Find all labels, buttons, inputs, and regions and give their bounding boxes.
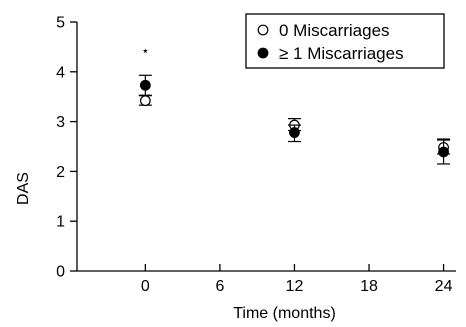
data-point-filled-circle	[438, 146, 449, 158]
x-axis-title: Time (months)	[233, 305, 336, 322]
legend-label-0-miscarriages: 0 Miscarriages	[279, 21, 390, 40]
x-tick-label: 6	[215, 278, 224, 295]
y-ticks: 0 1 2 3 4 5	[56, 15, 77, 281]
annotations: ⋆	[141, 44, 149, 59]
legend-box	[245, 13, 445, 69]
y-axis-title: DAS	[15, 172, 32, 205]
data-point-filled-circle	[139, 79, 151, 91]
y-tick-label: 3	[56, 114, 65, 131]
significance-star: ⋆	[141, 44, 149, 59]
legend-marker-open-circle	[257, 24, 269, 36]
data-point-open-circle	[139, 95, 151, 107]
plot-marks	[138, 74, 451, 165]
series-1-plus-miscarriages	[138, 74, 451, 165]
y-tick-label: 4	[56, 64, 65, 81]
x-tick-label: 18	[360, 278, 378, 295]
y-tick-label: 1	[56, 214, 65, 231]
data-point-filled-circle	[289, 127, 300, 138]
legend: 0 Miscarriages ≥ 1 Miscarriages	[245, 13, 445, 69]
x-ticks: 0 6 12 18 24	[141, 264, 453, 295]
y-tick-label: 5	[56, 15, 65, 32]
x-tick-label: 24	[435, 278, 453, 295]
y-tick-label: 2	[56, 164, 65, 181]
legend-label-1-plus-miscarriages: ≥ 1 Miscarriages	[279, 44, 404, 63]
x-tick-label: 12	[286, 278, 304, 295]
x-tick-label: 0	[141, 278, 150, 295]
axes	[76, 22, 456, 272]
y-tick-label: 0	[56, 264, 65, 281]
legend-marker-filled-circle	[257, 47, 269, 59]
